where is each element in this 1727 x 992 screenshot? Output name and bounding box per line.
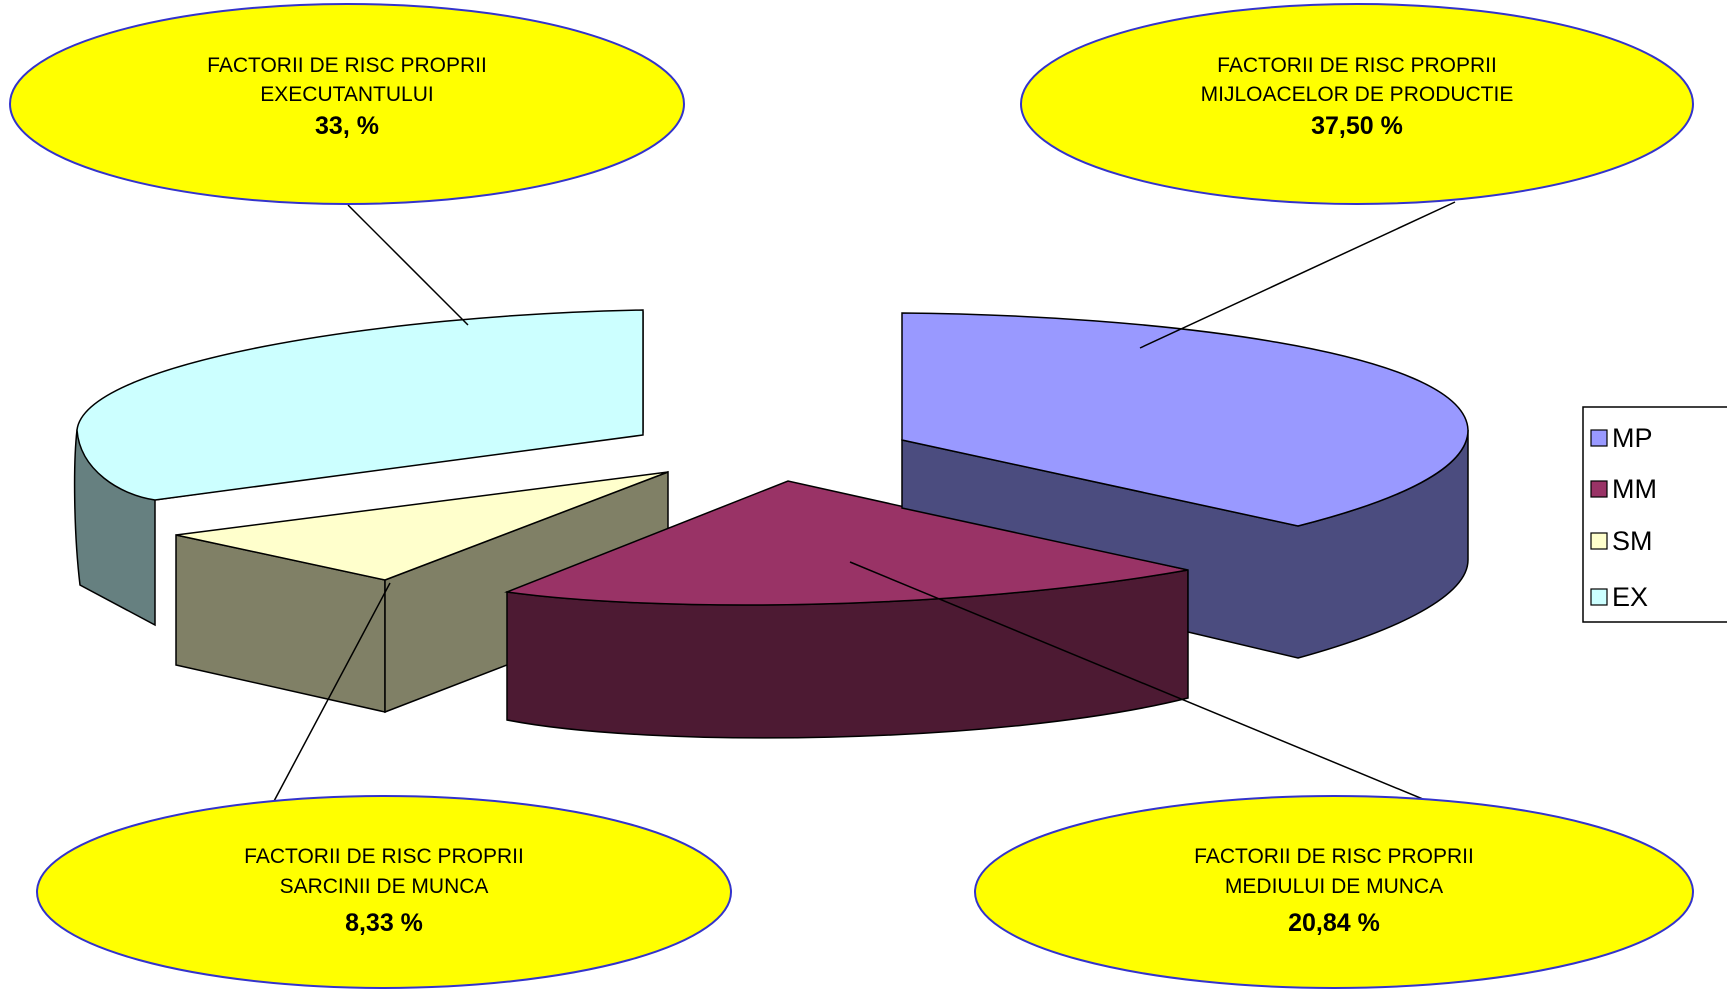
legend-swatch-sm: [1590, 532, 1608, 550]
callout-mp-line2: MIJLOACELOR DE PRODUCTIE: [1201, 83, 1514, 106]
callout-sm-line1: FACTORII DE RISC PROPRII: [244, 845, 524, 868]
pie-slice-sm: [175, 470, 669, 714]
leader-line-mp: [1139, 201, 1456, 349]
leader-line-ex: [347, 204, 469, 326]
pie-slice-mm: [504, 480, 1189, 739]
legend-label-ex: EX: [1612, 582, 1648, 612]
callout-mp: FACTORII DE RISC PROPRII MIJLOACELOR DE …: [1020, 3, 1694, 205]
callout-ex: FACTORII DE RISC PROPRII EXECUTANTULUI 3…: [9, 3, 685, 205]
callout-mm-line2: MEDIULUI DE MUNCA: [1225, 875, 1443, 898]
callout-mm-line1: FACTORII DE RISC PROPRII: [1194, 845, 1474, 868]
callout-ex-bubble: [9, 3, 685, 205]
callout-mm-value: 20,84 %: [1288, 909, 1380, 937]
legend-swatch-mp: [1590, 429, 1608, 447]
legend-label-mm: MM: [1612, 474, 1657, 504]
callout-ex-value: 33, %: [315, 112, 379, 140]
legend-swatch-mm: [1590, 480, 1608, 498]
pie-slice-mp-top: [901, 312, 1469, 527]
pie-slice-sm-top: [175, 471, 669, 581]
callout-sm-line2: SARCINII DE MUNCA: [280, 875, 489, 898]
callout-mp-bubble: [1020, 3, 1694, 205]
leader-line-sm: [272, 582, 391, 804]
legend-label-mp: MP: [1612, 423, 1653, 453]
pie-slice-ex-top: [76, 309, 644, 501]
leader-line-mm: [849, 561, 1431, 803]
pie-slice-mm-top: [504, 480, 1189, 606]
callout-mp-value: 37,50 %: [1311, 112, 1403, 140]
legend-swatch-ex: [1590, 588, 1608, 606]
legend-label-sm: SM: [1612, 526, 1653, 556]
callout-ex-line2: EXECUTANTULUI: [260, 83, 433, 106]
callout-sm-bubble: [36, 795, 732, 989]
callout-mm-bubble: [974, 795, 1694, 989]
callout-ex-line1: FACTORII DE RISC PROPRII: [207, 54, 487, 77]
legend: MP MM SM EX: [1582, 406, 1727, 623]
callout-mm: FACTORII DE RISC PROPRII MEDIULUI DE MUN…: [974, 795, 1694, 989]
pie-slice-mp: [901, 312, 1469, 659]
pie-slice-ex: [73, 309, 644, 627]
callout-sm-value: 8,33 %: [345, 909, 423, 937]
callout-mp-line1: FACTORII DE RISC PROPRII: [1217, 54, 1497, 77]
callout-sm: FACTORII DE RISC PROPRII SARCINII DE MUN…: [36, 795, 732, 989]
